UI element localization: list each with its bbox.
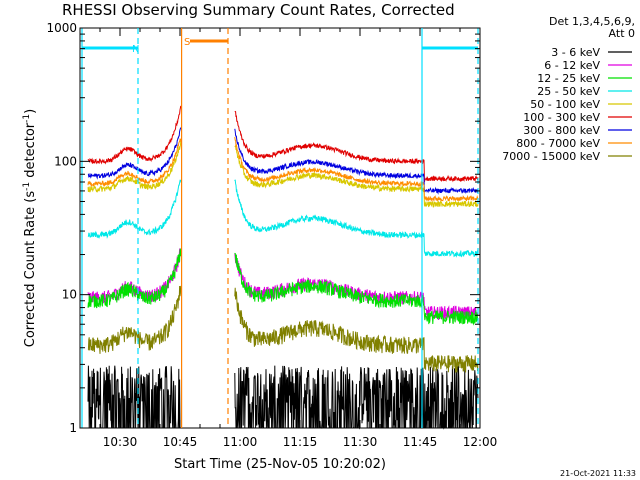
series-layer	[87, 105, 479, 430]
x-tick-label-1: 10:45	[163, 435, 198, 449]
series-line-5-1	[234, 110, 479, 183]
y-tick-label-0: 1	[69, 421, 77, 435]
series-line-5-0	[87, 105, 182, 165]
legend-label-7: 800 - 7000 keV	[516, 137, 600, 150]
legend-label-5: 100 - 300 keV	[523, 111, 600, 124]
series-line-8-1	[234, 287, 479, 373]
x-tick-label-5: 11:45	[403, 435, 438, 449]
x-tick-label-4: 11:30	[343, 435, 378, 449]
series-line-2-1	[234, 252, 479, 326]
x-tick-label-0: 10:30	[103, 435, 138, 449]
series-line-6-1	[234, 128, 479, 195]
y-tick-label-1: 10	[62, 288, 77, 302]
attenuator-bars: NS	[82, 37, 478, 55]
series-line-1-0	[87, 248, 182, 305]
series-line-0-1	[234, 365, 479, 430]
x-tick-label-3: 11:15	[283, 435, 318, 449]
series-line-3-0	[87, 179, 182, 240]
legend-header-2: Att 0	[609, 27, 635, 40]
footer-date: 21-Oct-2021 11:33	[560, 469, 636, 478]
legend-header-1: Det 1,3,4,5,6,9,	[549, 15, 635, 28]
series-line-7-1	[234, 136, 479, 203]
legend-label-4: 50 - 100 keV	[530, 98, 600, 111]
series-line-3-1	[234, 179, 479, 258]
x-tick-label-6: 12:00	[463, 435, 498, 449]
chart-title: RHESSI Observing Summary Count Rates, Co…	[62, 1, 455, 19]
legend-label-0: 3 - 6 keV	[551, 46, 600, 59]
x-tick-label-2: 11:00	[223, 435, 258, 449]
vertical-markers	[81, 28, 479, 428]
legend-label-8: 7000 - 15000 keV	[502, 150, 600, 163]
legend-label-2: 12 - 25 keV	[537, 72, 600, 85]
plot-area	[79, 27, 481, 429]
series-line-2-0	[87, 248, 182, 309]
series-line-4-0	[87, 141, 182, 193]
series-line-7-0	[87, 137, 182, 187]
y-tick-label-2: 100	[54, 154, 77, 168]
marker-label-0: N	[132, 44, 139, 55]
marker-label-1: S	[184, 37, 190, 48]
legend-label-6: 300 - 800 keV	[523, 124, 600, 137]
axes: 10:30 10:45 11:00 11:15 11:30 11:45 12:00 1 10 10…	[46, 21, 497, 449]
x-axis-label: Start Time (25-Nov-05 10:20:02)	[174, 457, 386, 472]
series-line-8-0	[87, 285, 182, 354]
series-line-6-0	[87, 127, 182, 180]
y-tick-label-3: 1000	[46, 21, 77, 35]
legend-label-3: 25 - 50 keV	[537, 85, 600, 98]
legend-label-1: 6 - 12 keV	[544, 59, 600, 72]
series-line-4-1	[234, 144, 479, 208]
series-line-0-0	[87, 365, 181, 429]
y-axis-label: Corrected Count Rate (s-1 detector-1)	[22, 109, 38, 347]
